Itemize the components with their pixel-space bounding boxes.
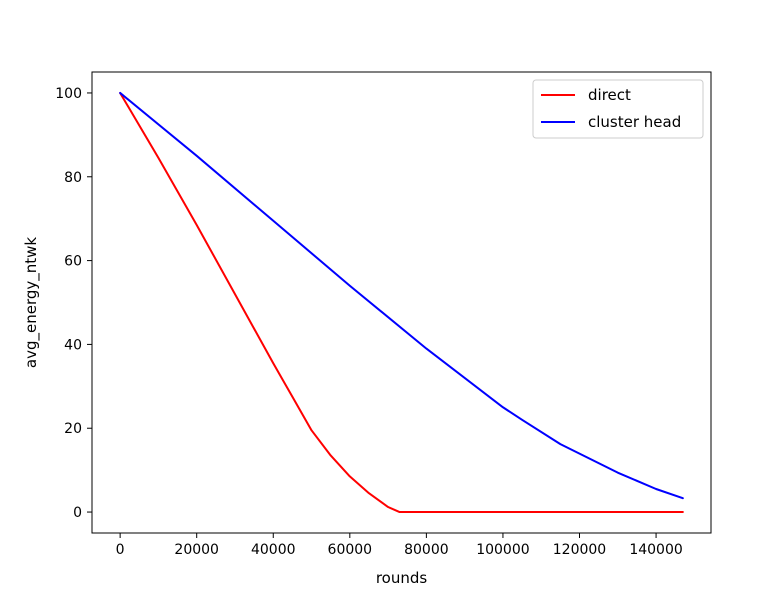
y-tick-label: 60 xyxy=(64,254,82,270)
x-tick-label: 60000 xyxy=(328,542,373,558)
y-axis-label: avg_energy_ntwk xyxy=(22,237,41,369)
plot-area-frame xyxy=(91,71,712,534)
y-tick-label: 40 xyxy=(64,337,82,353)
y-tick-label: 20 xyxy=(64,421,82,437)
x-tick-label: 140000 xyxy=(629,542,682,558)
legend-label: direct xyxy=(588,86,631,104)
series-line-cluster-head xyxy=(119,91,684,500)
x-tick-label: 80000 xyxy=(404,542,449,558)
y-axis: 0 20 40 60 80 100 xyxy=(55,86,92,521)
x-axis-label: rounds xyxy=(376,569,428,587)
legend: direct cluster head xyxy=(532,79,704,139)
x-tick-label: 40000 xyxy=(251,542,296,558)
y-tick-label: 0 xyxy=(73,505,82,521)
series-layer xyxy=(119,91,684,514)
legend-label: cluster head xyxy=(588,113,681,131)
y-tick-label: 100 xyxy=(55,86,82,102)
y-tick-label: 80 xyxy=(64,170,82,186)
x-tick-label: 100000 xyxy=(476,542,529,558)
x-tick-label: 0 xyxy=(116,542,125,558)
x-axis: 0 20000 40000 60000 80000 100000 120000 140000 xyxy=(116,533,683,558)
x-tick-label: 20000 xyxy=(174,542,219,558)
series-line-direct xyxy=(119,91,684,514)
legend-box xyxy=(532,79,704,139)
x-tick-label: 120000 xyxy=(553,542,606,558)
